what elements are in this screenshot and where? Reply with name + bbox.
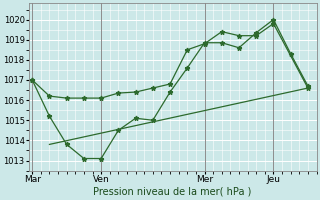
X-axis label: Pression niveau de la mer( hPa ): Pression niveau de la mer( hPa ) <box>93 187 252 197</box>
